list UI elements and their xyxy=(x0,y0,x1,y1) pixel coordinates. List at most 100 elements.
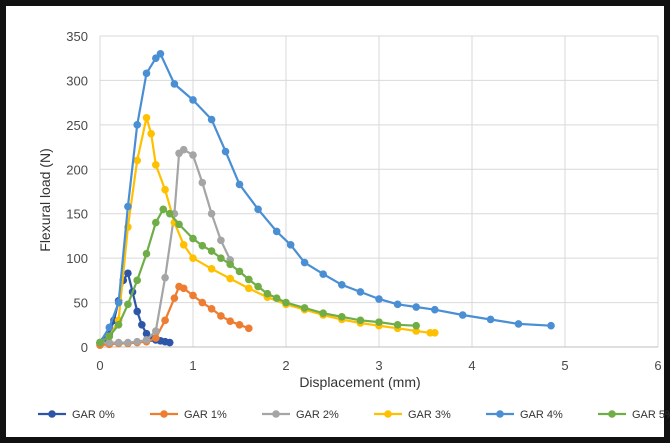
x-tick-label: 1 xyxy=(189,358,196,373)
legend-swatch-marker xyxy=(384,410,392,418)
data-point xyxy=(226,317,234,326)
data-point xyxy=(393,300,402,309)
data-point xyxy=(217,254,225,262)
y-tick-label: 100 xyxy=(66,251,88,266)
data-point xyxy=(245,324,253,333)
data-point xyxy=(286,241,295,249)
data-point xyxy=(431,305,439,314)
series-line xyxy=(99,116,435,344)
data-point xyxy=(170,294,179,302)
data-point xyxy=(375,295,383,303)
data-point xyxy=(142,336,151,344)
data-point xyxy=(254,205,262,214)
data-point xyxy=(175,220,183,229)
legend-item: GAR 5% xyxy=(598,409,670,421)
data-point xyxy=(142,249,151,258)
series-line xyxy=(99,52,552,344)
series-5 xyxy=(96,205,421,347)
data-point xyxy=(159,205,168,214)
data-point xyxy=(124,202,132,211)
data-point xyxy=(96,338,104,347)
data-point xyxy=(114,320,123,329)
data-point xyxy=(272,227,281,236)
legend-label: GAR 2% xyxy=(296,409,339,421)
y-tick-label: 250 xyxy=(66,118,88,133)
tick-labels: 0 50 100 150 200 250 300 350 0 1 2 3 4 5 6 xyxy=(66,29,661,373)
data-point xyxy=(338,312,346,321)
data-point xyxy=(161,316,169,325)
y-tick-label: 150 xyxy=(66,207,88,222)
data-point xyxy=(226,274,234,283)
data-point xyxy=(458,311,467,319)
data-point xyxy=(207,304,216,313)
data-point xyxy=(235,320,244,329)
data-point xyxy=(217,236,225,245)
data-point xyxy=(170,80,179,88)
data-point xyxy=(319,309,328,318)
data-point xyxy=(412,327,421,335)
legend-swatch-marker xyxy=(272,410,280,418)
x-tick-label: 4 xyxy=(468,358,475,373)
data-point xyxy=(152,327,160,335)
data-point xyxy=(198,178,207,187)
legend-label: GAR 4% xyxy=(520,409,563,421)
data-point xyxy=(338,281,346,289)
legend-item: GAR 1% xyxy=(150,409,227,421)
data-point xyxy=(189,291,197,300)
data-point xyxy=(147,129,155,138)
data-point xyxy=(189,96,197,104)
series-2 xyxy=(96,145,234,347)
x-tick-label: 2 xyxy=(282,358,289,373)
series-line xyxy=(99,208,417,344)
y-tick-label: 200 xyxy=(66,162,88,177)
data-point xyxy=(161,185,169,194)
data-point xyxy=(142,69,151,78)
legend-swatch-marker xyxy=(496,410,504,418)
data-point xyxy=(138,320,146,329)
legend-item: GAR 2% xyxy=(262,409,339,421)
legend-label: GAR 1% xyxy=(184,409,227,421)
axes xyxy=(99,36,658,348)
data-point xyxy=(179,145,188,154)
data-point xyxy=(319,270,328,278)
legend-item: GAR 0% xyxy=(38,409,115,421)
data-point xyxy=(412,303,421,311)
data-point xyxy=(152,161,160,169)
data-point xyxy=(207,265,216,273)
data-point xyxy=(124,300,132,309)
data-point xyxy=(189,151,197,159)
data-point xyxy=(124,338,132,347)
x-tick-label: 6 xyxy=(654,358,661,373)
data-point xyxy=(235,180,244,189)
data-point xyxy=(198,298,207,307)
data-point xyxy=(124,269,132,278)
data-point xyxy=(179,284,188,293)
data-point xyxy=(114,298,123,307)
legend-item: GAR 3% xyxy=(374,409,451,421)
data-point xyxy=(133,337,141,346)
data-point xyxy=(217,312,225,320)
data-point xyxy=(393,320,402,329)
data-point xyxy=(133,121,141,129)
legend: GAR 0% GAR 1% GAR 2% GAR 3% GAR 4% GAR 5% xyxy=(38,409,670,421)
data-point xyxy=(254,282,262,291)
legend-label: GAR 3% xyxy=(408,409,451,421)
y-tick-label: 0 xyxy=(81,340,88,355)
data-point xyxy=(356,316,365,325)
data-point xyxy=(272,294,281,302)
data-point xyxy=(165,338,174,347)
legend-label: GAR 0% xyxy=(72,409,115,421)
legend-swatch-marker xyxy=(160,410,168,418)
data-point xyxy=(431,328,439,337)
data-point xyxy=(152,218,160,227)
legend-label: GAR 5% xyxy=(632,409,670,421)
data-point xyxy=(133,156,141,165)
data-point xyxy=(412,321,421,330)
data-point xyxy=(161,273,169,282)
series-4 xyxy=(96,49,555,347)
legend-swatch-marker xyxy=(48,410,56,418)
data-point xyxy=(375,318,383,326)
data-point xyxy=(245,275,253,284)
data-point xyxy=(189,234,197,243)
